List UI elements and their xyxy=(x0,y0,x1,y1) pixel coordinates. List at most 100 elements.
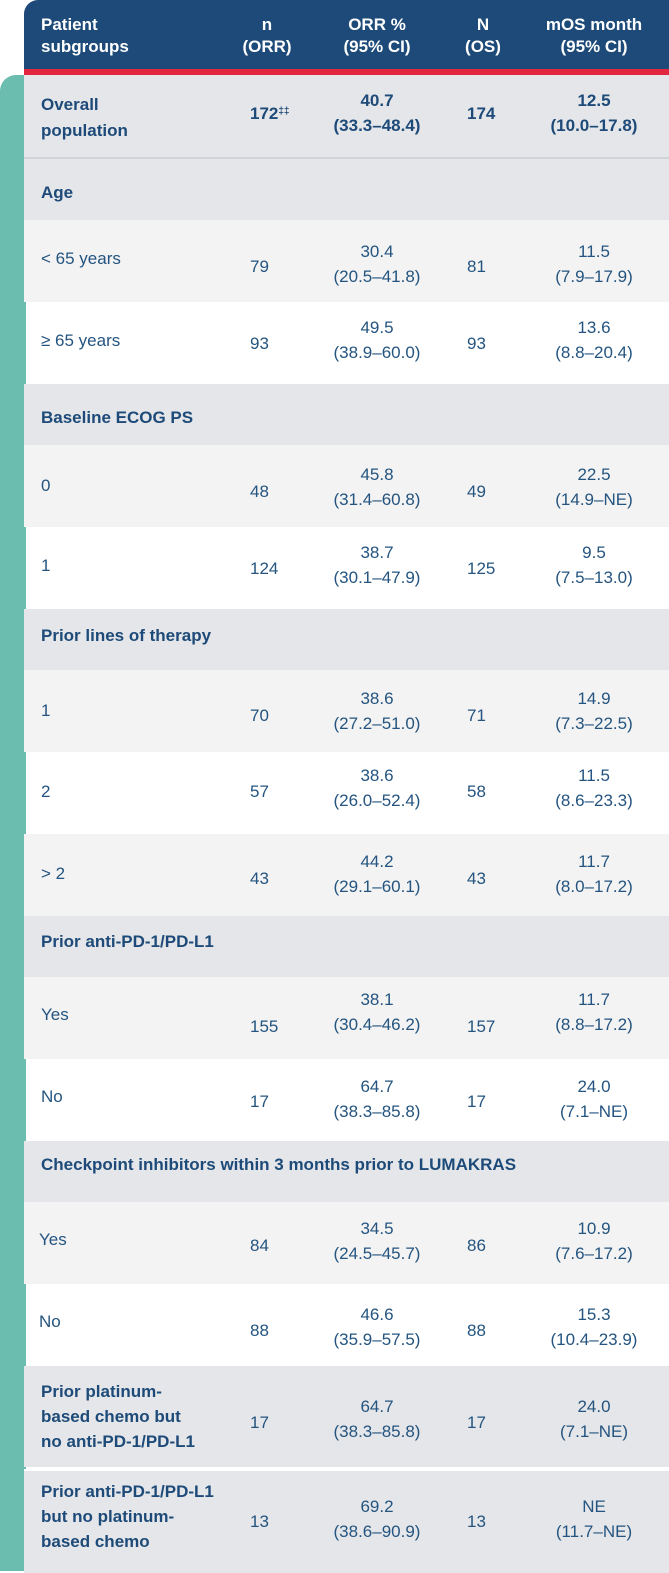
cell-mos: 11.7 (8.0–17.2) xyxy=(555,852,633,896)
cell-orr: 64.7 (38.3–85.8) xyxy=(333,1397,421,1441)
row-label: 0 xyxy=(41,476,51,495)
table-row: Yes 155 38.1 (30.4–46.2) 157 11.7 (8.8–17.… xyxy=(24,977,669,1059)
cell-n-orr: 172‡‡ xyxy=(250,104,290,123)
cell-orr: 69.2 (38.6–90.9) xyxy=(333,1497,421,1541)
row-label: 1 xyxy=(41,701,51,720)
row-label: Yes xyxy=(41,1005,69,1024)
row-label: Yes xyxy=(39,1230,67,1249)
cell-orr: 38.6 (26.0–52.4) xyxy=(333,766,421,810)
table-row-platinum-no-pd1: Prior platinum-based chemo but no anti-PD… xyxy=(24,1366,669,1467)
cell-n-orr: 43 xyxy=(250,869,269,888)
header-mos-month: mOS month (95% CI) xyxy=(545,15,643,56)
header-n-os: N (OS) xyxy=(465,15,501,56)
cell-mos: 14.9 (7.3–22.5) xyxy=(555,689,633,733)
cell-n-orr: 79 xyxy=(250,257,269,276)
cell-n-orr: 93 xyxy=(250,334,269,353)
cell-orr: 46.6 (35.9–57.5) xyxy=(333,1305,421,1349)
cell-n-os: 71 xyxy=(467,706,486,725)
cell-mos: 22.5 (14.9–NE) xyxy=(555,465,633,509)
section-label: Baseline ECOG PS xyxy=(41,408,194,427)
cell-mos: 11.7 (8.8–17.2) xyxy=(555,990,633,1034)
cell-mos: 24.0 (7.1–NE) xyxy=(559,1077,629,1121)
section-row-ecog: Baseline ECOG PS xyxy=(24,384,669,445)
cell-mos: 11.5 (7.9–17.9) xyxy=(555,242,633,286)
cell-orr: 38.1 (30.4–46.2) xyxy=(333,990,421,1034)
table-row-overall: Overall population 172‡‡ 40.7 (33.3–48.4) … xyxy=(24,75,669,159)
section-row-age: Age xyxy=(24,159,669,220)
cell-mos: 15.3 (10.4–23.9) xyxy=(550,1305,638,1349)
cell-n-orr: 124 xyxy=(250,559,279,578)
cell-orr: 45.8 (31.4–60.8) xyxy=(333,465,421,509)
section-label: Prior anti-PD-1/PD-L1 xyxy=(41,932,214,951)
header-patient-subgroups: Patient subgroups xyxy=(41,15,129,56)
table-row: 1 70 38.6 (27.2–51.0) 71 14.9 (7.3–22.5) xyxy=(24,670,669,752)
header-red-rule xyxy=(24,69,669,75)
section-label: Checkpoint inhibitors within 3 months pr… xyxy=(41,1155,517,1174)
table-row: 0 48 45.8 (31.4–60.8) 49 22.5 (14.9–NE) xyxy=(24,445,669,527)
cell-n-os: 81 xyxy=(467,257,486,276)
section-row-prior-pd1: Prior anti-PD-1/PD-L1 xyxy=(24,916,669,977)
section-label: Prior lines of therapy xyxy=(41,626,212,645)
cell-n-os: 88 xyxy=(467,1321,486,1340)
table-row: 2 57 38.6 (26.0–52.4) 58 11.5 (8.6–23.3) xyxy=(24,752,669,834)
row-label: > 2 xyxy=(41,864,66,883)
cell-n-os: 17 xyxy=(467,1413,486,1432)
cell-n-os: 157 xyxy=(467,1017,496,1036)
table-header: Patient subgroups n (ORR) ORR % (95% CI) N(… xyxy=(24,0,669,69)
cell-orr: 38.7 (30.1–47.9) xyxy=(333,543,421,587)
row-label: Prior anti-PD-1/PD-L1 but no platinum-bas… xyxy=(41,1482,214,1551)
section-row-prior-lines: Prior lines of therapy xyxy=(24,609,669,670)
row-label: No xyxy=(41,1087,63,1106)
table-row: > 2 43 44.2 (29.1–60.1) 43 11.7 (8.0–17.2) xyxy=(24,834,669,916)
cell-n-os: 125 xyxy=(467,559,496,578)
cell-n-os: 43 xyxy=(467,869,486,888)
cell-mos: 13.6 (8.8–20.4) xyxy=(555,318,633,362)
cell-n-orr: 48 xyxy=(250,482,269,501)
cell-n-orr: 88 xyxy=(250,1321,269,1340)
cell-orr: 30.4 (20.5–41.8) xyxy=(333,242,421,286)
table-row: < 65 years 79 30.4 (20.5–41.8) 81 11.5 (7.… xyxy=(24,220,669,302)
cell-n-os: 13 xyxy=(467,1512,486,1531)
cell-mos: NE (11.7–NE) xyxy=(555,1497,633,1541)
cell-n-os: 49 xyxy=(467,482,486,501)
row-label: Overall population xyxy=(41,95,128,140)
row-label: Prior platinum-based chemo but no anti-PD… xyxy=(41,1382,195,1451)
header-orr-pct: ORR % (95% CI) xyxy=(343,15,411,56)
cell-n-os: 58 xyxy=(467,782,486,801)
cell-n-os: 93 xyxy=(467,334,486,353)
table-row: 1 124 38.7 (30.1–47.9) 125 9.5 (7.5–13.0) xyxy=(24,527,669,609)
cell-mos: 10.9 (7.6–17.2) xyxy=(555,1219,633,1263)
table-row: Yes 84 34.5 (24.5–45.7) 86 10.9 (7.6–17.2) xyxy=(24,1202,669,1284)
section-row-checkpoint: Checkpoint inhibitors within 3 months pr… xyxy=(24,1141,669,1202)
cell-mos: 11.5 (8.6–23.3) xyxy=(555,766,633,810)
cell-n-os: 174 xyxy=(467,104,496,123)
cell-orr: 34.5 (24.5–45.7) xyxy=(333,1219,421,1263)
cell-orr: 38.6 (27.2–51.0) xyxy=(333,689,421,733)
header-n-orr: n (ORR) xyxy=(242,15,292,56)
table-row: No 17 64.7 (38.3–85.8) 17 24.0 (7.1–NE) xyxy=(24,1059,669,1141)
table-row: ≥ 65 years 93 49.5 (38.9–60.0) 93 13.6 (8.… xyxy=(24,302,669,384)
section-label: Age xyxy=(41,183,74,202)
cell-n-orr: 17 xyxy=(250,1092,269,1111)
cell-n-orr: 17 xyxy=(250,1413,269,1432)
cell-n-orr: 13 xyxy=(250,1512,269,1531)
row-label: No xyxy=(39,1312,61,1331)
cell-mos: 9.5 (7.5–13.0) xyxy=(555,543,633,587)
cell-orr: 40.7 (33.3–48.4) xyxy=(333,91,421,135)
cell-n-orr: 70 xyxy=(250,706,269,725)
table-row: No 88 46.6 (35.9–57.5) 88 15.3 (10.4–23.9) xyxy=(24,1284,669,1366)
cell-orr: 64.7 (38.3–85.8) xyxy=(333,1077,421,1121)
table-row-pd1-no-platinum: Prior anti-PD-1/PD-L1 but no platinum-bas… xyxy=(24,1469,669,1573)
row-label: < 65 years xyxy=(41,249,121,268)
cell-n-orr: 57 xyxy=(250,782,269,801)
cell-orr: 44.2 (29.1–60.1) xyxy=(333,852,421,896)
row-label: 1 xyxy=(41,556,51,575)
cell-orr: 49.5 (38.9–60.0) xyxy=(333,318,421,362)
row-label: 2 xyxy=(41,782,51,801)
cell-mos: 12.5 (10.0–17.8) xyxy=(550,91,638,135)
teal-side-bar xyxy=(0,75,26,1571)
cell-n-os: 17 xyxy=(467,1092,486,1111)
cell-n-os: 86 xyxy=(467,1236,486,1255)
row-label: ≥ 65 years xyxy=(41,331,121,350)
cell-n-orr: 84 xyxy=(250,1236,269,1255)
